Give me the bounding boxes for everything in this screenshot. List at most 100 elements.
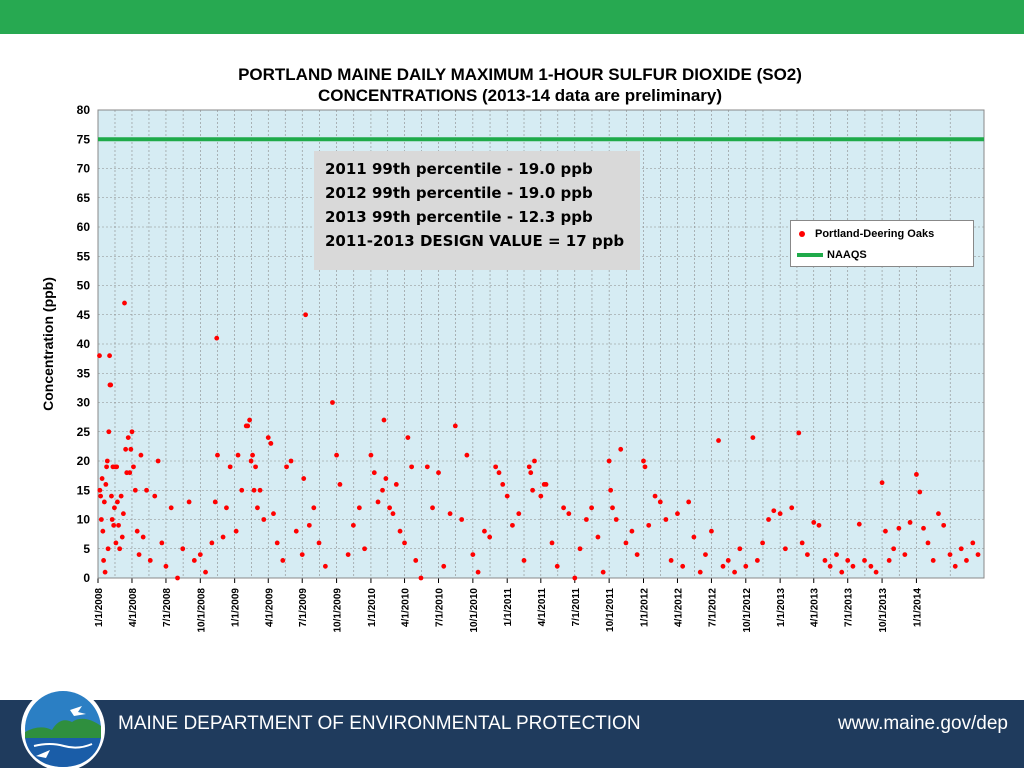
data-point (100, 528, 106, 534)
data-point (134, 528, 140, 534)
data-point (782, 546, 788, 552)
y-tick-label: 70 (77, 162, 91, 176)
plot-border (97, 109, 985, 579)
data-point (566, 511, 572, 517)
data-point (750, 435, 756, 440)
data-point (125, 435, 131, 440)
data-point (235, 452, 241, 458)
data-point (251, 487, 257, 493)
data-point (132, 487, 138, 493)
data-point (873, 569, 879, 575)
legend-entry-portland: Portland-Deering Oaks (791, 226, 934, 242)
data-point (293, 528, 299, 534)
y-tick-label: 75 (77, 132, 91, 146)
y-tick-label: 0 (83, 571, 90, 585)
data-point (516, 511, 522, 517)
data-point (136, 552, 142, 557)
data-point (623, 540, 629, 546)
data-point (144, 487, 149, 493)
data-point (409, 464, 415, 470)
y-tick-label: 65 (77, 191, 91, 205)
data-point (413, 558, 419, 563)
top-accent-bar (0, 0, 1024, 34)
chart-title-line-2: CONCENTRATIONS (2013-14 data are prelimi… (317, 86, 723, 105)
data-point (98, 493, 104, 499)
data-point (691, 534, 697, 540)
data-point (155, 458, 161, 464)
data-point (248, 458, 254, 464)
data-point (418, 575, 424, 581)
data-point (608, 487, 614, 493)
data-point (140, 534, 146, 540)
x-tick-label: 1/1/2013 (776, 588, 787, 627)
x-tick-label: 1/1/2008 (94, 588, 105, 627)
data-point (680, 563, 686, 569)
data-point (964, 558, 969, 563)
data-point (152, 493, 158, 499)
data-point (284, 464, 289, 470)
x-tick-label: 1/1/2009 (231, 588, 242, 627)
data-point (452, 423, 458, 429)
data-point (255, 505, 260, 511)
chart-legend: Portland-Deering Oaks NAAQS (790, 220, 974, 267)
data-point (896, 525, 902, 531)
data-point (397, 528, 403, 534)
data-point (668, 558, 674, 563)
y-tick-label: 50 (77, 279, 91, 293)
scatter-chart: 0 5 10 15 20 25 30 35 40 45 50 55 60 65 70 75 80 1/1/2008… (40, 103, 985, 633)
data-point (311, 505, 317, 511)
data-point (845, 558, 851, 563)
data-point (891, 546, 897, 552)
data-point (952, 563, 958, 569)
data-point (811, 520, 817, 525)
data-point (646, 522, 652, 528)
data-point (118, 493, 124, 499)
stats-box: 2011 99th percentile - 19.0 ppb 2012 99t… (314, 151, 640, 270)
data-point (958, 546, 964, 552)
data-point (362, 546, 367, 552)
data-point (224, 505, 229, 511)
data-point (725, 558, 731, 563)
data-point (288, 458, 294, 464)
data-point (345, 552, 351, 557)
y-tick-label: 20 (77, 454, 91, 468)
data-point (233, 528, 239, 534)
data-point (111, 522, 117, 528)
data-point (532, 458, 537, 464)
data-point (487, 534, 493, 540)
data-point (447, 511, 453, 517)
data-point (129, 429, 135, 435)
data-point (827, 563, 833, 569)
data-point (737, 546, 743, 552)
data-point (299, 552, 305, 557)
data-point (822, 558, 828, 563)
data-point (168, 505, 174, 511)
x-tick-label: 4/1/2009 (264, 588, 275, 627)
legend-entry-naaqs: NAAQS (791, 247, 867, 263)
data-point (716, 438, 721, 443)
data-point (261, 517, 267, 522)
data-point (101, 558, 107, 563)
data-point (436, 470, 441, 476)
data-point (99, 476, 105, 481)
footer-bar (0, 700, 1024, 768)
data-point (393, 482, 399, 487)
data-point (675, 511, 680, 517)
maine-dep-logo-icon (21, 687, 105, 771)
data-point (97, 487, 103, 493)
x-tick-label: 4/1/2010 (401, 588, 412, 627)
data-point (245, 423, 251, 429)
data-point (526, 464, 532, 470)
data-point (122, 300, 127, 306)
legend-marker-dot (799, 231, 805, 237)
legend-label-naaqs: NAAQS (827, 249, 867, 261)
data-point (697, 569, 703, 575)
y-tick-label: 15 (77, 483, 91, 497)
data-point (657, 499, 663, 505)
data-point (402, 540, 407, 546)
x-tick-label: 7/1/2012 (707, 588, 718, 627)
data-point (459, 517, 465, 522)
data-point (641, 458, 646, 464)
footer-url-link[interactable]: www.maine.gov/dep (837, 713, 1008, 734)
data-point (214, 335, 220, 341)
